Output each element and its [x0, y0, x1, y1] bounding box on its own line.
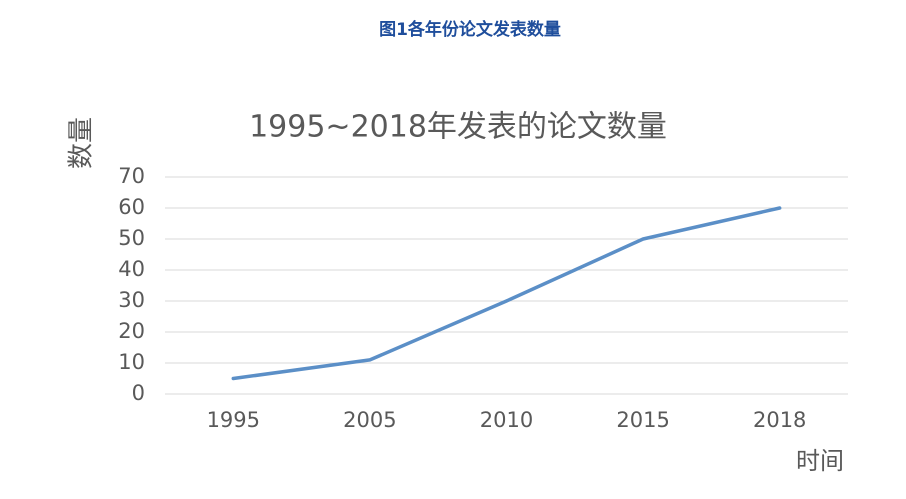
x-tick-label: 2005: [343, 408, 396, 432]
x-tick-label: 2015: [616, 408, 669, 432]
y-tick-label: 50: [118, 226, 145, 250]
data-line: [231, 206, 782, 381]
y-tick-label: 30: [118, 288, 145, 312]
y-tick-label: 10: [118, 350, 145, 374]
y-tick-label: 70: [118, 164, 145, 188]
y-axis-label: 数量: [67, 117, 97, 169]
chart-title: 1995~2018年发表的论文数量: [249, 110, 667, 145]
y-tick-label: 0: [132, 381, 145, 405]
figure-caption: 图1各年份论文发表数量: [379, 19, 561, 40]
x-axis-label: 时间: [796, 447, 844, 475]
y-tick-label: 60: [118, 195, 145, 219]
x-tick-label: 2018: [753, 408, 806, 432]
y-tick-label: 40: [118, 257, 145, 281]
y-tick-label: 20: [118, 319, 145, 343]
x-tick-label: 2010: [480, 408, 533, 432]
x-tick-label: 1995: [207, 408, 260, 432]
